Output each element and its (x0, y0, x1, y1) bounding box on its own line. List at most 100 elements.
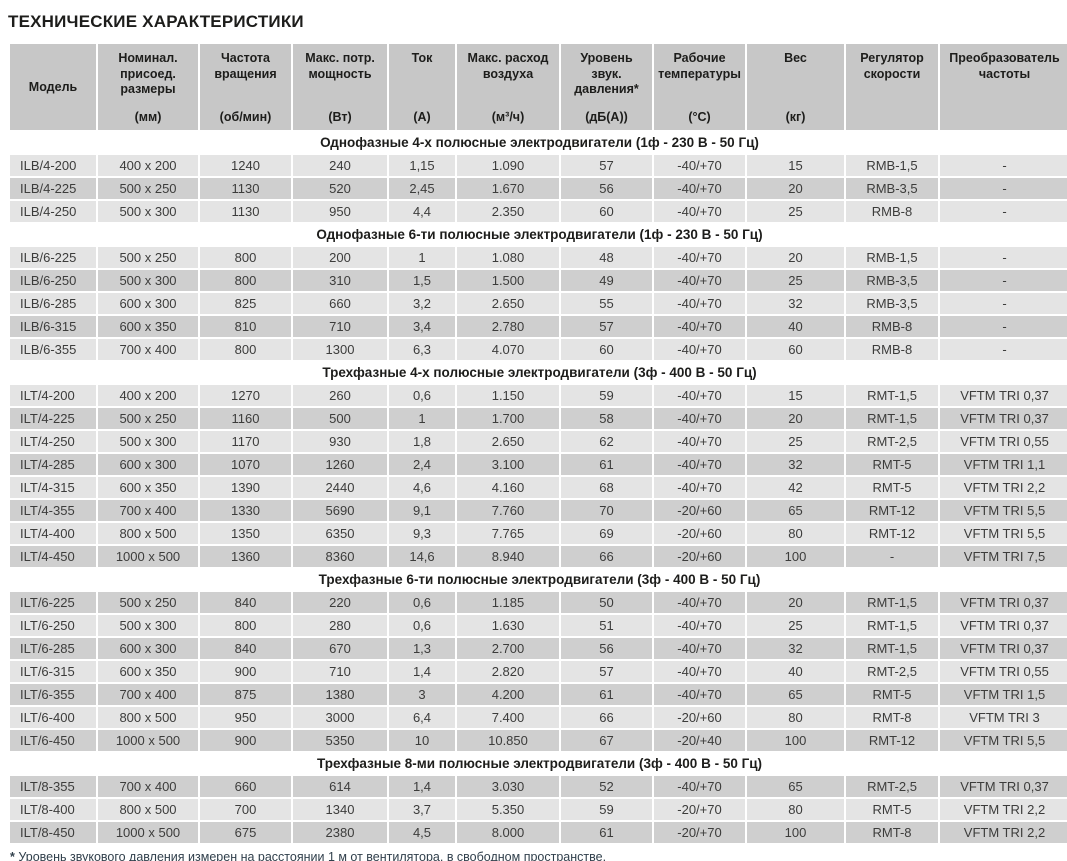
value-cell: 1300 (293, 339, 387, 360)
value-cell: 25 (747, 615, 844, 636)
value-cell: 7.765 (457, 523, 559, 544)
value-cell: RMB-1,5 (846, 247, 938, 268)
value-cell: RMT-1,5 (846, 385, 938, 406)
value-cell: RMT-2,5 (846, 776, 938, 797)
value-cell: 4.200 (457, 684, 559, 705)
value-cell: 56 (561, 178, 652, 199)
section-row: Однофазные 4-х полюсные электродвигатели… (10, 132, 1067, 153)
column-header: Уровень звук. давления* (дБ(А)) (561, 44, 652, 130)
value-cell: 20 (747, 178, 844, 199)
value-cell: 900 (200, 730, 291, 751)
value-cell: 6350 (293, 523, 387, 544)
value-cell: VFTM TRI 2,2 (940, 477, 1067, 498)
value-cell: 8360 (293, 546, 387, 567)
value-cell: 1.080 (457, 247, 559, 268)
value-cell: 700 x 400 (98, 684, 198, 705)
value-cell: -40/+70 (654, 155, 745, 176)
value-cell: 3 (389, 684, 455, 705)
value-cell: -20/+70 (654, 799, 745, 820)
value-cell: 20 (747, 592, 844, 613)
column-header-label: Рабочие температуры (658, 51, 741, 81)
value-cell: 500 x 300 (98, 201, 198, 222)
value-cell: 700 x 400 (98, 776, 198, 797)
table-row: ILT/4-200 400 x 200 1270 260 0,6 1.150 59 -40/+… (10, 385, 1067, 406)
section-row: Трехфазные 6-ти полюсные электродвигател… (10, 569, 1067, 590)
value-cell: 5350 (293, 730, 387, 751)
value-cell: 80 (747, 523, 844, 544)
value-cell: -20/+40 (654, 730, 745, 751)
column-header-unit: (Вт) (328, 110, 352, 125)
value-cell: 52 (561, 776, 652, 797)
model-cell: ILB/6-315 (10, 316, 96, 337)
value-cell: - (940, 201, 1067, 222)
model-cell: ILT/4-200 (10, 385, 96, 406)
column-header: Регулятор скорости (846, 44, 938, 130)
value-cell: 500 x 250 (98, 408, 198, 429)
value-cell: - (940, 316, 1067, 337)
model-cell: ILT/4-225 (10, 408, 96, 429)
value-cell: 70 (561, 500, 652, 521)
value-cell: 2440 (293, 477, 387, 498)
value-cell: -40/+70 (654, 339, 745, 360)
value-cell: 59 (561, 385, 652, 406)
value-cell: 1.700 (457, 408, 559, 429)
model-cell: ILT/6-225 (10, 592, 96, 613)
value-cell: VFTM TRI 2,2 (940, 799, 1067, 820)
value-cell: RMB-3,5 (846, 293, 938, 314)
value-cell: 1,4 (389, 661, 455, 682)
value-cell: VFTM TRI 0,55 (940, 431, 1067, 452)
table-row: ILT/8-355 700 x 400 660 614 1,4 3.030 52 -40/+7… (10, 776, 1067, 797)
table-header: Модель Номинал. присоед. размеры (мм) Часто… (10, 44, 1067, 130)
value-cell: 10.850 (457, 730, 559, 751)
value-cell: 56 (561, 638, 652, 659)
value-cell: 1,15 (389, 155, 455, 176)
value-cell: VFTM TRI 0,37 (940, 776, 1067, 797)
value-cell: 520 (293, 178, 387, 199)
value-cell: -40/+70 (654, 270, 745, 291)
value-cell: 825 (200, 293, 291, 314)
column-header-unit: (°С) (688, 110, 711, 125)
table-row: ILT/6-315 600 x 350 900 710 1,4 2.820 57 -40/+7… (10, 661, 1067, 682)
value-cell: 7.760 (457, 500, 559, 521)
value-cell: 1380 (293, 684, 387, 705)
value-cell: 2.350 (457, 201, 559, 222)
value-cell: -40/+70 (654, 684, 745, 705)
value-cell: RMB-8 (846, 201, 938, 222)
value-cell: RMT-1,5 (846, 592, 938, 613)
value-cell: 800 (200, 270, 291, 291)
model-cell: ILT/6-285 (10, 638, 96, 659)
value-cell: 700 x 400 (98, 339, 198, 360)
column-header: Преобразователь частоты (940, 44, 1067, 130)
column-header: Макс. расход воздуха (м³/ч) (457, 44, 559, 130)
value-cell: 660 (293, 293, 387, 314)
value-cell: VFTM TRI 0,37 (940, 385, 1067, 406)
value-cell: 59 (561, 799, 652, 820)
value-cell: 3000 (293, 707, 387, 728)
header-row: Модель Номинал. присоед. размеры (мм) Часто… (10, 44, 1067, 130)
value-cell: 500 x 250 (98, 592, 198, 613)
value-cell: 100 (747, 546, 844, 567)
value-cell: RMT-2,5 (846, 431, 938, 452)
value-cell: RMT-1,5 (846, 615, 938, 636)
table-row: ILB/6-315 600 x 350 810 710 3,4 2.780 57 -40/+7… (10, 316, 1067, 337)
table-row: ILB/6-225 500 x 250 800 200 1 1.080 48 -40/+70 2… (10, 247, 1067, 268)
value-cell: 600 x 300 (98, 293, 198, 314)
value-cell: 66 (561, 707, 652, 728)
value-cell: 65 (747, 776, 844, 797)
table-body: Однофазные 4-х полюсные электродвигатели… (10, 132, 1067, 843)
value-cell: 14,6 (389, 546, 455, 567)
column-header-unit: (об/мин) (219, 110, 272, 125)
table-row: ILB/4-225 500 x 250 1130 520 2,45 1.670 56 -40/… (10, 178, 1067, 199)
model-cell: ILT/6-400 (10, 707, 96, 728)
value-cell: 9,3 (389, 523, 455, 544)
model-cell: ILB/6-285 (10, 293, 96, 314)
model-cell: ILT/6-355 (10, 684, 96, 705)
value-cell: RMB-8 (846, 339, 938, 360)
value-cell: 800 x 500 (98, 799, 198, 820)
value-cell: 42 (747, 477, 844, 498)
value-cell: 25 (747, 431, 844, 452)
value-cell: RMT-12 (846, 500, 938, 521)
value-cell: 3,2 (389, 293, 455, 314)
value-cell: 40 (747, 661, 844, 682)
value-cell: 25 (747, 201, 844, 222)
